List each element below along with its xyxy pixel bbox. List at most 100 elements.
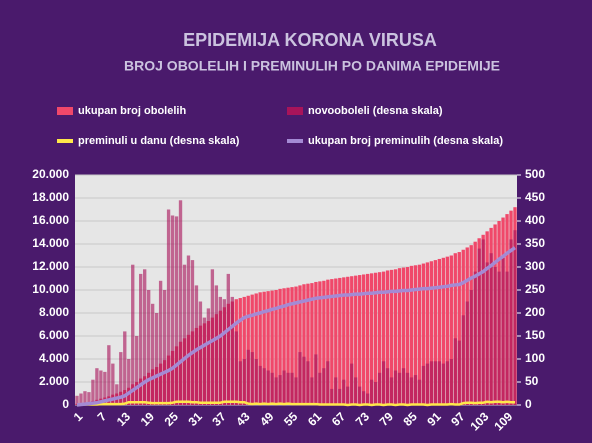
y2-tick-label: 400 — [525, 213, 545, 227]
bar — [182, 264, 187, 405]
y2-tick-label: 300 — [525, 259, 545, 273]
bar — [75, 395, 79, 405]
bar — [445, 361, 449, 405]
bar — [330, 279, 334, 405]
bar — [445, 256, 449, 405]
bar — [326, 361, 330, 405]
bar — [393, 269, 398, 405]
y-tick-label: 6.000 — [39, 328, 69, 342]
bar — [326, 279, 330, 405]
bar — [99, 370, 103, 405]
bar — [334, 377, 338, 405]
bar — [429, 261, 434, 405]
bar — [162, 290, 167, 405]
bar — [421, 263, 426, 405]
y-tick-label: 8.000 — [39, 305, 69, 319]
y-tick-label: 2.000 — [39, 374, 69, 388]
bar — [397, 268, 402, 405]
bar — [170, 215, 175, 405]
bar — [258, 365, 262, 405]
bar — [298, 352, 302, 405]
bar — [178, 200, 183, 405]
bar — [111, 363, 115, 405]
bar — [83, 391, 87, 405]
bar — [310, 377, 314, 405]
bar — [270, 372, 274, 405]
bar — [350, 276, 354, 405]
bar — [509, 239, 513, 405]
bar — [330, 388, 334, 405]
bar — [314, 354, 318, 405]
bar — [437, 258, 442, 405]
y2-tick-label: 200 — [525, 305, 545, 319]
bar — [433, 260, 438, 405]
bar — [465, 301, 469, 405]
bar — [222, 299, 226, 405]
bar — [226, 273, 230, 405]
bar — [322, 280, 326, 405]
bar — [282, 370, 286, 405]
legend-swatch — [287, 107, 303, 115]
bar — [389, 269, 394, 405]
bar — [338, 388, 342, 405]
bar — [397, 372, 402, 405]
legend-label: ukupan broj obolelih — [78, 105, 186, 117]
bar — [429, 361, 434, 405]
bar — [409, 265, 414, 405]
chart-subtitle: BROJ OBOLELIH I PREMINULIH PO DANIMA EPI… — [124, 58, 500, 74]
bar — [234, 331, 238, 405]
bar — [425, 363, 430, 405]
bar — [401, 368, 406, 405]
bar — [91, 379, 95, 405]
bar — [346, 386, 350, 405]
bar — [274, 290, 278, 405]
bar — [290, 287, 294, 405]
bar — [310, 283, 314, 405]
y2-tick-label: 350 — [525, 236, 545, 250]
bar — [409, 377, 414, 405]
bar — [139, 273, 143, 405]
bar — [218, 296, 223, 405]
y-tick-label: 20.000 — [32, 167, 69, 181]
bar — [274, 377, 278, 405]
line — [76, 400, 516, 407]
bar — [107, 345, 111, 405]
bar — [441, 363, 446, 405]
bar — [214, 285, 219, 405]
bar — [242, 296, 246, 405]
bar — [194, 285, 199, 405]
bar — [421, 365, 426, 405]
bar — [242, 359, 246, 405]
bar — [306, 361, 310, 405]
bar — [334, 278, 338, 405]
bar — [485, 262, 489, 405]
bar — [354, 275, 358, 405]
bar — [405, 372, 410, 405]
bar — [377, 272, 382, 405]
y-tick-label: 0 — [62, 397, 69, 411]
bar — [146, 290, 151, 405]
bar — [322, 368, 326, 405]
bar — [489, 253, 493, 405]
bar — [314, 281, 318, 405]
y2-tick-label: 50 — [525, 374, 539, 388]
bar — [95, 368, 99, 405]
bar — [154, 313, 159, 405]
bar — [425, 262, 430, 405]
bar — [366, 273, 370, 405]
bar — [413, 375, 418, 405]
y-tick-label: 10.000 — [32, 282, 69, 296]
bar — [501, 257, 505, 405]
y2-tick-label: 450 — [525, 190, 545, 204]
bar — [342, 277, 346, 405]
legend-label: novooboleli (desna skala) — [308, 105, 443, 117]
y2-tick-label: 0 — [525, 397, 532, 411]
bar — [401, 267, 406, 405]
bar — [258, 292, 262, 405]
legend-swatch — [57, 107, 73, 115]
bar — [250, 294, 254, 405]
bar — [266, 291, 270, 405]
bar — [513, 230, 517, 405]
bar — [338, 277, 342, 405]
bar — [449, 255, 453, 405]
